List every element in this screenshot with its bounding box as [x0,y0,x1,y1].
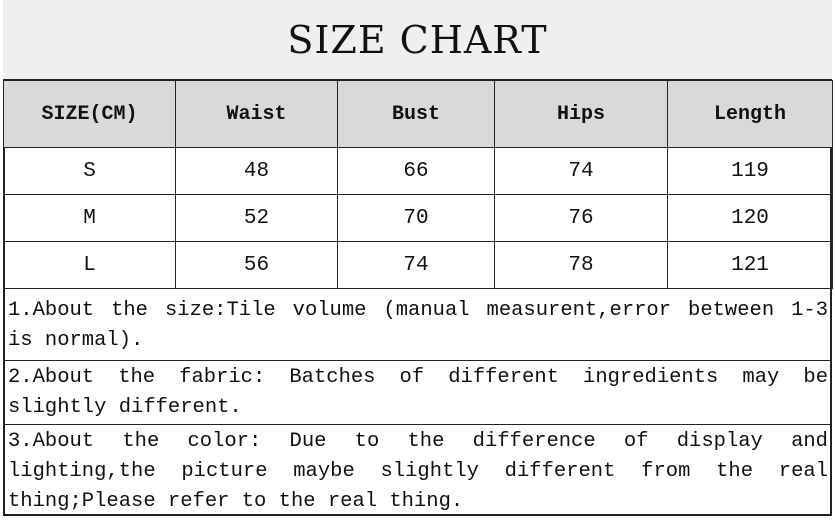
note-size: 1.About the size:Tile volume (manual mea… [3,294,832,361]
note-fabric: 2.About the fabric: Batches of different… [3,361,832,425]
table-header-row: SIZE(CM) Waist Bust Hips Length [3,80,833,148]
column-header: SIZE(CM) [3,80,176,148]
table-cell: 76 [494,194,668,242]
table-row: L 56 74 78 121 [3,241,833,289]
table-cell: 74 [337,241,495,289]
table-cell: 70 [337,194,495,242]
table-cell: 56 [175,241,338,289]
table-cell: M [3,194,176,242]
table-cell: 119 [667,147,833,195]
note-color: 3.About the color: Due to the difference… [8,430,828,513]
table-row: S 48 66 74 119 [3,147,833,195]
table-cell: 48 [175,147,338,195]
table-cell: 66 [337,147,495,195]
size-table: SIZE(CM) Waist Bust Hips Length S 48 66 … [3,80,833,289]
column-header: Bust [337,80,495,148]
column-header: Hips [494,80,668,148]
column-header: Waist [175,80,338,148]
column-header: Length [667,80,833,148]
chart-title: SIZE CHART [3,0,832,81]
table-cell: S [3,147,176,195]
table-cell: 52 [175,194,338,242]
table-cell: L [3,241,176,289]
table-cell: 120 [667,194,833,242]
table-cell: 74 [494,147,668,195]
table-row: M 52 70 76 120 [3,194,833,242]
table-cell: 78 [494,241,668,289]
table-cell: 121 [667,241,833,289]
